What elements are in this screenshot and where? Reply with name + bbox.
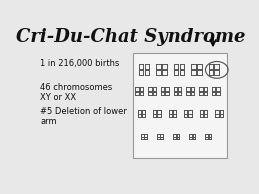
Text: 1 in 216,000 births: 1 in 216,000 births bbox=[40, 59, 120, 68]
Bar bbox=[133, 53, 227, 158]
Text: Cri-Du-Chat Syndrome: Cri-Du-Chat Syndrome bbox=[16, 28, 246, 46]
Text: 46 chromosomes
XY or XX: 46 chromosomes XY or XX bbox=[40, 83, 113, 102]
Text: #5 Deletion of lower
arm: #5 Deletion of lower arm bbox=[40, 107, 127, 126]
